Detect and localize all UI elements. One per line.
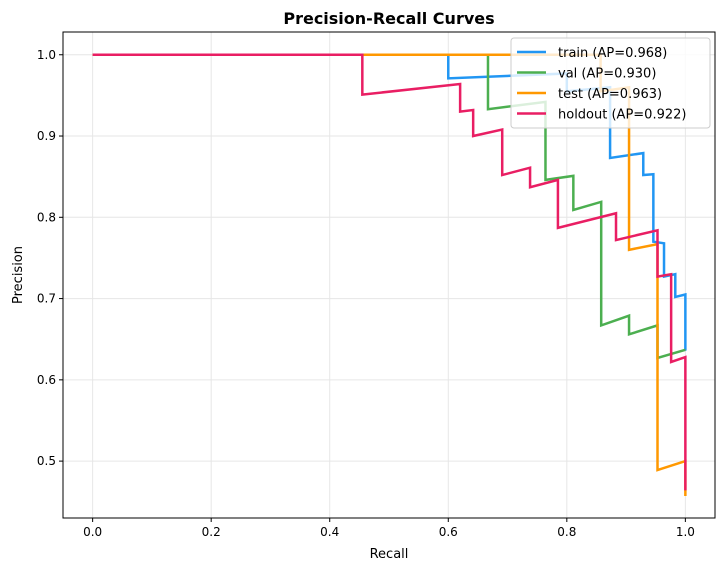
legend-box: [510, 37, 711, 129]
x-tick-label: 0.2: [202, 525, 221, 539]
chart-title: Precision-Recall Curves: [283, 9, 494, 28]
legend-entry: test (AP=0.963): [558, 87, 662, 102]
x-tick-label: 0.8: [557, 525, 576, 539]
series-line: [92, 53, 687, 491]
y-tick-label: 0.9: [37, 129, 56, 143]
y-tick-label: 0.6: [37, 373, 56, 387]
ticks: 0.0 0.2 0.4 0.6 0.8 1.0 0.5 0.6 0.7 0.8 0.9 1.0: [37, 48, 695, 539]
legend-entry: val (AP=0.930): [558, 67, 656, 82]
series-line: [92, 53, 686, 360]
legend-entry: holdout (AP=0.922): [558, 108, 686, 123]
legend-entry: train (AP=0.968): [558, 46, 667, 61]
x-axis-label: Recall: [370, 547, 409, 562]
y-tick-label: 0.7: [37, 292, 56, 306]
x-tick-label: 0.0: [83, 525, 102, 539]
legend: train (AP=0.968) val (AP=0.930) test (AP=0…: [510, 37, 711, 129]
y-tick-label: 0.5: [37, 454, 56, 468]
x-tick-label: 0.6: [439, 525, 458, 539]
plot-frame: [62, 31, 716, 519]
y-tick-label: 1.0: [37, 48, 56, 62]
y-tick-label: 0.8: [37, 210, 56, 224]
x-tick-label: 0.4: [320, 525, 339, 539]
x-tick-label: 1.0: [676, 525, 695, 539]
y-axis-label: Precision: [11, 246, 26, 304]
